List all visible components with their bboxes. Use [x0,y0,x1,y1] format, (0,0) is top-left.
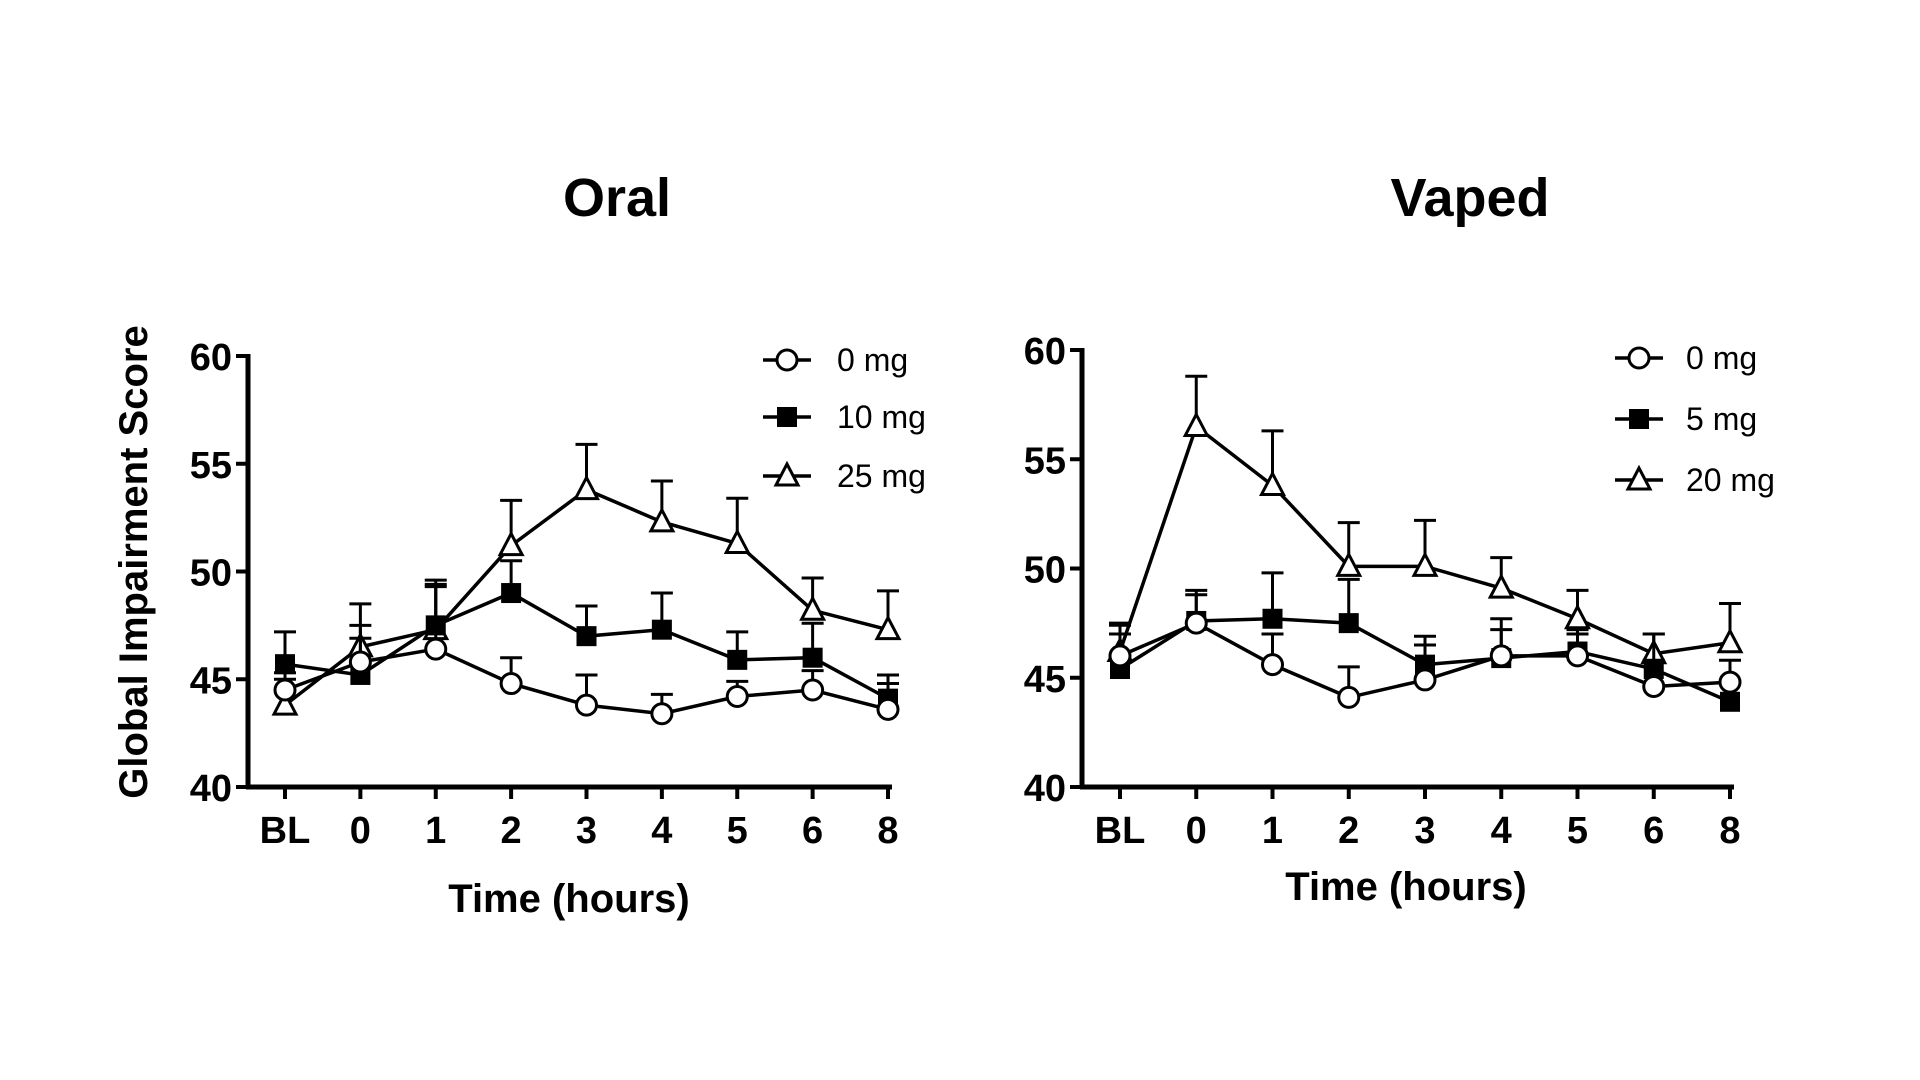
x-tick-label: 3 [576,810,597,852]
data-point [723,528,751,554]
x-tick-label: 6 [802,810,823,852]
data-point [1716,627,1744,654]
data-point [1413,668,1437,692]
data-point [1335,551,1363,577]
y-tick-label: 60 [190,337,232,379]
data-point [501,583,522,604]
data-point [573,474,600,501]
data-point [271,689,299,716]
x-tick-label: 2 [501,810,522,852]
legend-marker [777,407,797,427]
data-point [273,678,297,702]
data-point [348,650,372,674]
data-point [874,614,902,641]
chart-title: Vaped [1390,168,1549,228]
legend-label: 20 mg [1686,462,1775,498]
data-point [651,619,672,640]
x-tick-label: 5 [727,810,748,852]
legend-marker [1625,464,1653,491]
data-point [650,702,674,726]
data-point [1337,685,1361,709]
x-tick-label: 4 [651,810,672,852]
y-tick-label: 45 [190,660,232,702]
y-tick-label: 40 [190,768,232,810]
y-tick-label: 40 [1024,768,1066,810]
legend-marker [1627,346,1651,370]
y-tick-label: 60 [1024,331,1066,373]
x-tick-label: 0 [1186,810,1207,852]
data-point [799,595,827,621]
y-tick-label: 55 [1024,440,1066,482]
x-tick-label: 3 [1414,810,1435,852]
legend-marker [1629,409,1649,429]
x-tick-label: 1 [1262,810,1283,852]
data-point [801,678,825,702]
y-tick-label: 50 [1024,550,1066,592]
series-25-mg [271,442,902,716]
legend: 0 mg 5 mg 20 mg [1615,340,1775,498]
data-point [1720,691,1740,712]
data-point [1259,470,1286,496]
x-tick-label: 5 [1567,810,1588,852]
data-point [275,654,295,675]
data-point [1718,670,1742,694]
legend-label: 5 mg [1686,401,1757,437]
data-point [1566,644,1589,668]
x-axis-label: Time (hours) [1285,865,1527,909]
data-point [1338,613,1359,634]
series-0-mg [1108,593,1742,709]
data-point [1108,644,1132,668]
data-point [727,649,748,670]
data-point [1262,608,1283,629]
data-point [1642,674,1666,698]
y-tick-label: 45 [1024,659,1066,701]
series-0-mg [273,585,900,726]
data-point [499,672,523,696]
legend-label: 25 mg [837,458,926,494]
data-point [1261,653,1284,677]
data-point [876,697,900,721]
x-tick-label: 1 [425,810,446,852]
data-point [497,530,525,557]
chart-title: Oral [563,168,671,228]
legend-marker [775,348,799,372]
x-tick-label: 8 [1719,810,1740,852]
x-tick-label: 6 [1643,810,1664,852]
data-point [1184,611,1208,635]
series-line [283,487,889,707]
data-point [1489,644,1513,668]
x-tick-label: 8 [877,810,898,852]
series-20-mg [1106,374,1744,665]
legend-label: 0 mg [837,342,908,378]
data-point [1487,572,1515,599]
data-point [802,647,823,668]
data-point [725,684,749,708]
legend-label: 10 mg [837,399,926,435]
data-point [648,506,676,533]
x-tick-label: BL [1095,810,1146,852]
x-axis-label: Time (hours) [448,877,690,921]
y-axis-label: Global Impairment Score [112,325,156,798]
x-tick-label: 4 [1491,810,1512,852]
data-point [424,637,448,661]
y-tick-label: 55 [190,445,232,487]
data-point [575,693,598,717]
legend-label: 0 mg [1686,340,1757,376]
x-tick-label: BL [260,810,311,852]
legend-marker [773,460,801,487]
x-tick-label: 2 [1338,810,1359,852]
y-tick-label: 50 [190,553,232,595]
legend: 0 mg 10 mg 25 mg [763,342,926,494]
data-point [1182,411,1210,437]
data-point [576,626,597,647]
data-point [1411,551,1439,577]
x-tick-label: 0 [350,810,371,852]
data-point [1564,603,1591,630]
